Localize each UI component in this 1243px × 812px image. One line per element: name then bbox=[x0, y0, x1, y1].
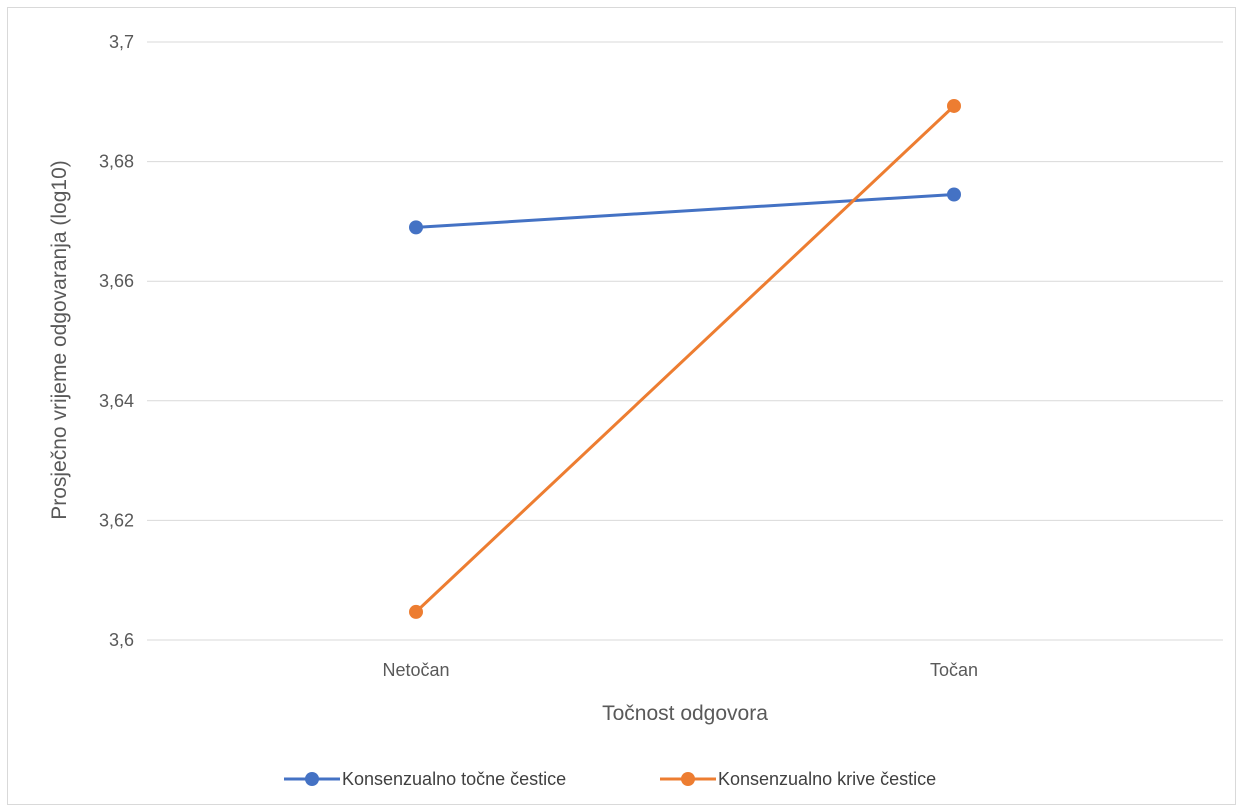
x-tick-label: Netočan bbox=[382, 660, 449, 680]
y-tick-label: 3,62 bbox=[99, 510, 134, 530]
data-point bbox=[409, 220, 423, 234]
series-2 bbox=[409, 99, 961, 619]
y-tick-label: 3,68 bbox=[99, 152, 134, 172]
data-point bbox=[409, 605, 423, 619]
x-axis-title: Točnost odgovora bbox=[602, 702, 768, 725]
x-tick-label: Točan bbox=[930, 660, 978, 680]
y-tick-label: 3,7 bbox=[109, 32, 134, 52]
legend-item-2: Konsenzualno krive čestice bbox=[660, 769, 936, 789]
series-group bbox=[409, 99, 961, 619]
legend-item-1: Konsenzualno točne čestice bbox=[284, 769, 566, 789]
y-tick-labels: 3,6 3,62 3,64 3,66 3,68 3,7 bbox=[99, 32, 134, 650]
y-tick-label: 3,66 bbox=[99, 271, 134, 291]
legend: Konsenzualno točne čestice Konsenzualno k… bbox=[284, 769, 936, 789]
y-tick-label: 3,64 bbox=[99, 391, 134, 411]
data-point bbox=[947, 99, 961, 113]
y-tick-label: 3,6 bbox=[109, 630, 134, 650]
legend-marker bbox=[681, 772, 695, 786]
y-axis-title: Prosječno vrijeme odgovaranja (log10) bbox=[48, 160, 71, 520]
gridlines bbox=[147, 42, 1223, 640]
data-point bbox=[947, 187, 961, 201]
x-tick-labels: Netočan Točan bbox=[382, 660, 978, 680]
legend-label: Konsenzualno krive čestice bbox=[718, 769, 936, 789]
series-1 bbox=[409, 187, 961, 234]
series-line bbox=[416, 194, 954, 227]
legend-marker bbox=[305, 772, 319, 786]
legend-label: Konsenzualno točne čestice bbox=[342, 769, 566, 789]
series-line bbox=[416, 106, 954, 612]
